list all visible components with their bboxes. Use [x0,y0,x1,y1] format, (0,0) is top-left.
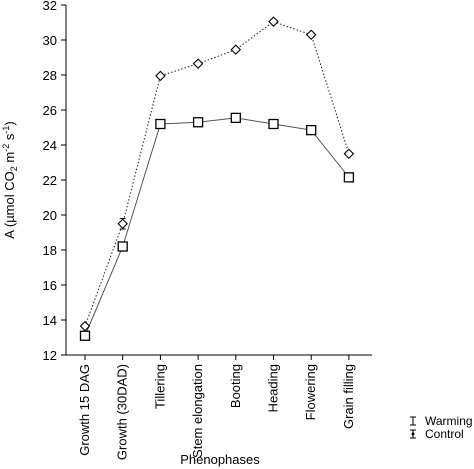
series-line-warming [84,117,350,336]
y-title-part: s [2,133,17,144]
y-tick-label: 28 [43,68,57,83]
data-point-control [79,320,91,332]
data-point-control [305,29,317,41]
data-point-control [268,16,279,27]
data-point-warming [268,118,279,130]
data-point-warming [343,172,355,183]
series-lines [84,21,350,336]
y-tick-label: 18 [43,243,57,258]
y-axis-title: A (µmol CO2 m-2 s-1) [1,121,19,238]
y-tick-label: 26 [43,103,57,118]
x-tick-label: Grain filling [341,364,356,429]
x-tick-label: Growth (30DAD) [115,364,130,460]
data-point-warming [306,124,317,136]
y-title-part: A (µmol CO [2,171,17,238]
data-point-warming [192,117,204,128]
data-point-control [230,44,242,55]
legend-item-warming: Warming [410,414,473,428]
y-tick-label: 30 [43,33,57,48]
data-point-control [192,58,204,69]
data-point-warming [230,112,241,124]
y-ticks: 12 14 16 18 20 22 24 26 28 30 32 [43,0,66,363]
y-tick-label: 14 [43,313,57,328]
y-tick-label: 16 [43,278,57,293]
legend-dot-icon [411,432,415,436]
legend: Warming Control [410,414,473,441]
data-point-warming [79,330,91,341]
y-title-part: ) [2,121,17,125]
y-tick-label: 24 [43,138,57,153]
legend-label-control: Control [425,427,464,441]
y-tick-label: 32 [43,0,57,13]
x-tick-label: Heading [266,364,281,412]
y-title-part: m [2,152,17,166]
y-title-sup: -2 [1,144,11,152]
y-tick-label: 20 [43,208,57,223]
x-ticks: Growth 15 DAG Growth (30DAD) Tillering Stem… [77,355,356,460]
x-tick-label: Stem elongation [190,364,205,458]
y-tick-label: 12 [43,348,57,363]
x-tick-label: Flowering [303,364,318,420]
axes [65,5,372,356]
x-tick-label: Booting [228,364,243,408]
data-point-control [117,218,128,230]
data-point-control [155,70,166,82]
y-tick-label: 22 [43,173,57,188]
x-tick-label: Tillering [152,364,167,409]
series-markers [79,16,355,341]
y-title-sup: -1 [1,126,11,134]
data-point-warming [117,241,128,252]
x-tick-label: Growth 15 DAG [77,364,92,456]
x-axis-title: Phenophases [180,452,260,467]
series-line-control [84,21,350,327]
legend-label-warming: Warming [425,414,473,428]
y-title-sub: 2 [9,166,19,171]
data-point-warming [155,118,166,130]
data-point-control [343,148,355,160]
legend-item-control: Control [410,427,464,441]
